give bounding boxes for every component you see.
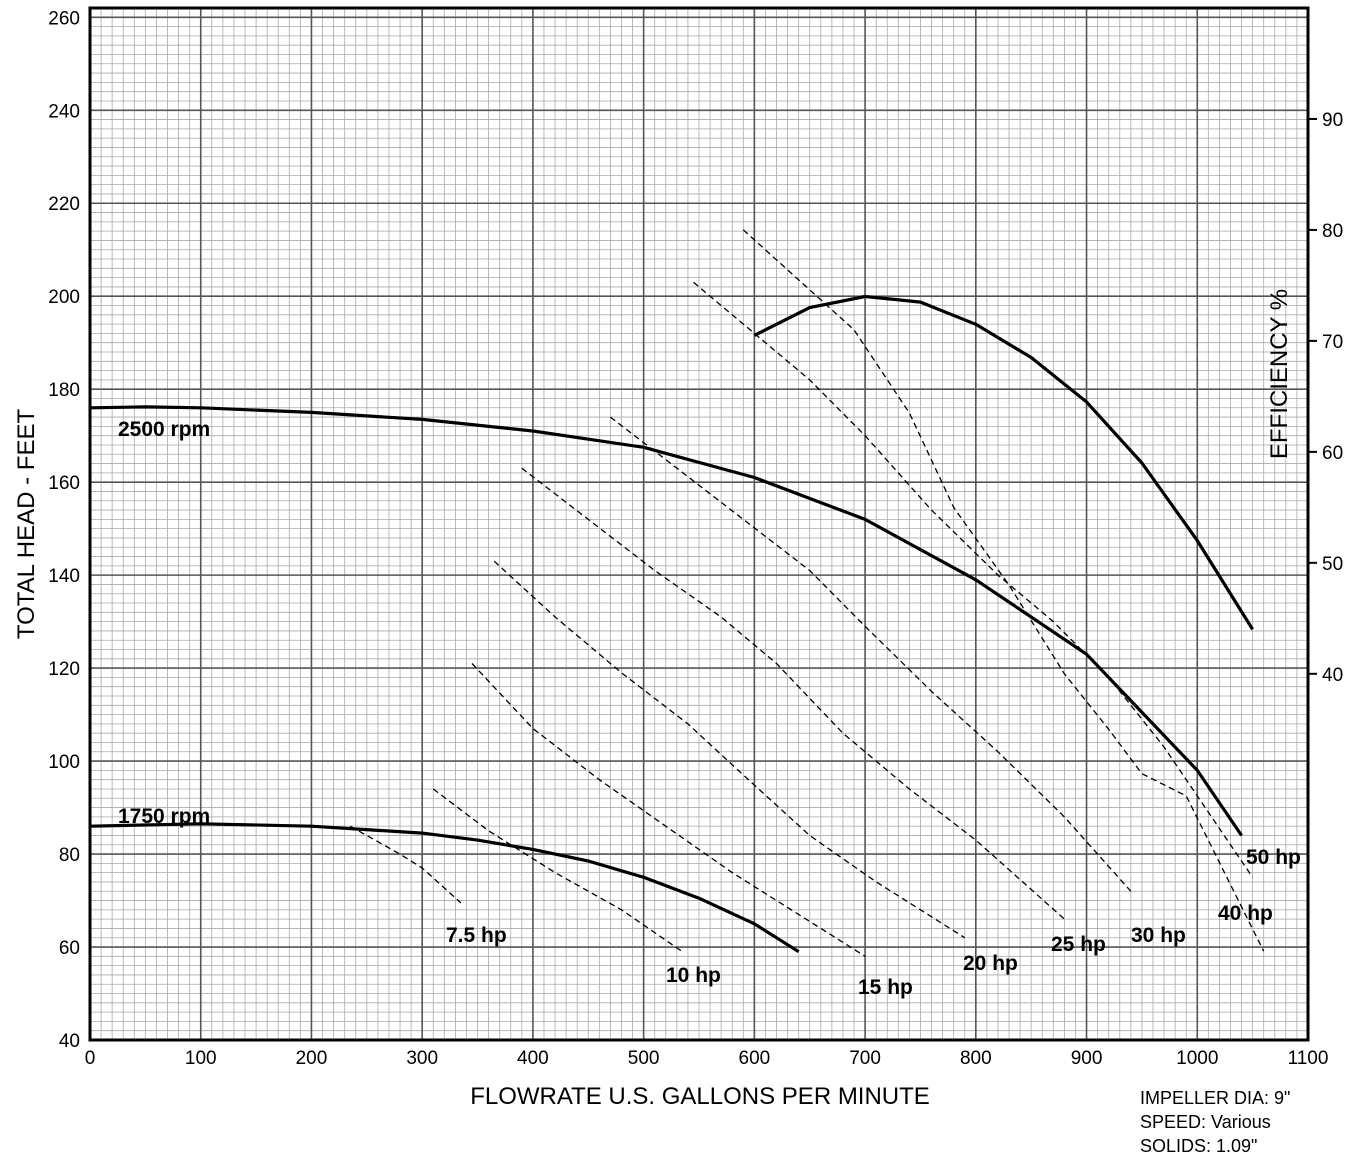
y-tick-label: 180 bbox=[48, 380, 80, 401]
power-line-40-hp bbox=[693, 281, 1254, 878]
x-tick-label: 900 bbox=[1071, 1048, 1103, 1069]
x-tick-label: 1000 bbox=[1176, 1048, 1218, 1069]
y2-tick-label: 90 bbox=[1322, 110, 1343, 131]
power-line-25-hp bbox=[521, 467, 1065, 920]
x-tick-label: 1100 bbox=[1288, 1048, 1329, 1069]
label-15-hp: 15 hp bbox=[858, 976, 913, 999]
y2-tick-label: 70 bbox=[1322, 332, 1343, 353]
y2-tick-labels: 40 50 60 70 80 90 bbox=[1308, 110, 1343, 686]
y-axis-title: TOTAL HEAD - FEET bbox=[13, 409, 40, 640]
x-tick-label: 400 bbox=[517, 1048, 549, 1069]
head-curve-2500-rpm bbox=[89, 405, 1243, 837]
power-lines bbox=[349, 229, 1265, 957]
y-tick-label: 100 bbox=[48, 752, 80, 773]
head-curve-1750-rpm bbox=[89, 822, 800, 954]
y-tick-label: 220 bbox=[48, 194, 80, 215]
x-tick-label: 100 bbox=[185, 1048, 217, 1069]
head-curves bbox=[89, 405, 1243, 954]
label-25-hp: 25 hp bbox=[1051, 933, 1106, 956]
y-tick-label: 240 bbox=[48, 101, 80, 122]
label-1750-rpm: 1750 rpm bbox=[118, 805, 210, 828]
x-tick-label: 700 bbox=[849, 1048, 881, 1069]
minor-grid bbox=[89, 7, 1309, 1041]
x-tick-label: 800 bbox=[960, 1048, 992, 1069]
y2-tick-label: 50 bbox=[1322, 554, 1343, 575]
plot-frame bbox=[88, 6, 1310, 1042]
label-30-hp: 30 hp bbox=[1131, 924, 1186, 947]
power-line-50-hp bbox=[742, 229, 1265, 952]
y2-tick-label: 60 bbox=[1322, 443, 1343, 464]
annotation-impeller: IMPELLER DIA: 9" bbox=[1140, 1088, 1290, 1108]
label-2500-rpm: 2500 rpm bbox=[118, 418, 210, 441]
x-tick-label: 0 bbox=[85, 1048, 96, 1069]
y2-tick-label: 40 bbox=[1322, 665, 1343, 686]
x-tick-label: 300 bbox=[406, 1048, 438, 1069]
y-tick-label: 140 bbox=[48, 566, 80, 587]
curve-labels: 2500 rpm 1750 rpm 7.5 hp 10 hp 15 hp 20 hp 25 … bbox=[118, 418, 1301, 999]
annotation-solids: SOLIDS: 1.09" bbox=[1140, 1136, 1257, 1156]
efficiency-curve-group bbox=[753, 294, 1254, 631]
label-50-hp: 50 hp bbox=[1246, 846, 1301, 869]
efficiency-curve bbox=[753, 294, 1254, 631]
label-7-5-hp: 7.5 hp bbox=[446, 924, 507, 947]
y-tick-label: 120 bbox=[48, 659, 80, 680]
power-line-30-hp bbox=[610, 416, 1132, 892]
x-tick-labels: 0 100 200 300 400 500 600 700 800 900 1000 1100 bbox=[85, 1048, 1329, 1069]
x-tick-label: 200 bbox=[296, 1048, 328, 1069]
y-tick-label: 60 bbox=[59, 938, 80, 959]
y2-tick-label: 80 bbox=[1322, 221, 1343, 242]
y-tick-label: 40 bbox=[59, 1031, 80, 1052]
x-tick-label: 500 bbox=[628, 1048, 660, 1069]
power-line-15-hp bbox=[471, 663, 866, 957]
x-tick-label: 600 bbox=[739, 1048, 771, 1069]
label-40-hp: 40 hp bbox=[1218, 902, 1273, 925]
y-tick-label: 260 bbox=[48, 8, 80, 29]
label-20-hp: 20 hp bbox=[963, 952, 1018, 975]
power-line-7-5-hp bbox=[349, 825, 462, 904]
label-10-hp: 10 hp bbox=[666, 964, 721, 987]
power-line-20-hp bbox=[493, 560, 966, 939]
y2-axis-title: EFFICIENCY % bbox=[1266, 289, 1293, 459]
x-axis-title: FLOWRATE U.S. GALLONS PER MINUTE bbox=[470, 1083, 930, 1110]
annotation-speed: SPEED: Various bbox=[1140, 1112, 1271, 1132]
y-tick-label: 80 bbox=[59, 845, 80, 866]
y-tick-labels: 40 60 80 100 120 140 160 180 200 220 240 260 bbox=[48, 8, 80, 1052]
y-tick-label: 200 bbox=[48, 287, 80, 308]
y-tick-label: 160 bbox=[48, 473, 80, 494]
